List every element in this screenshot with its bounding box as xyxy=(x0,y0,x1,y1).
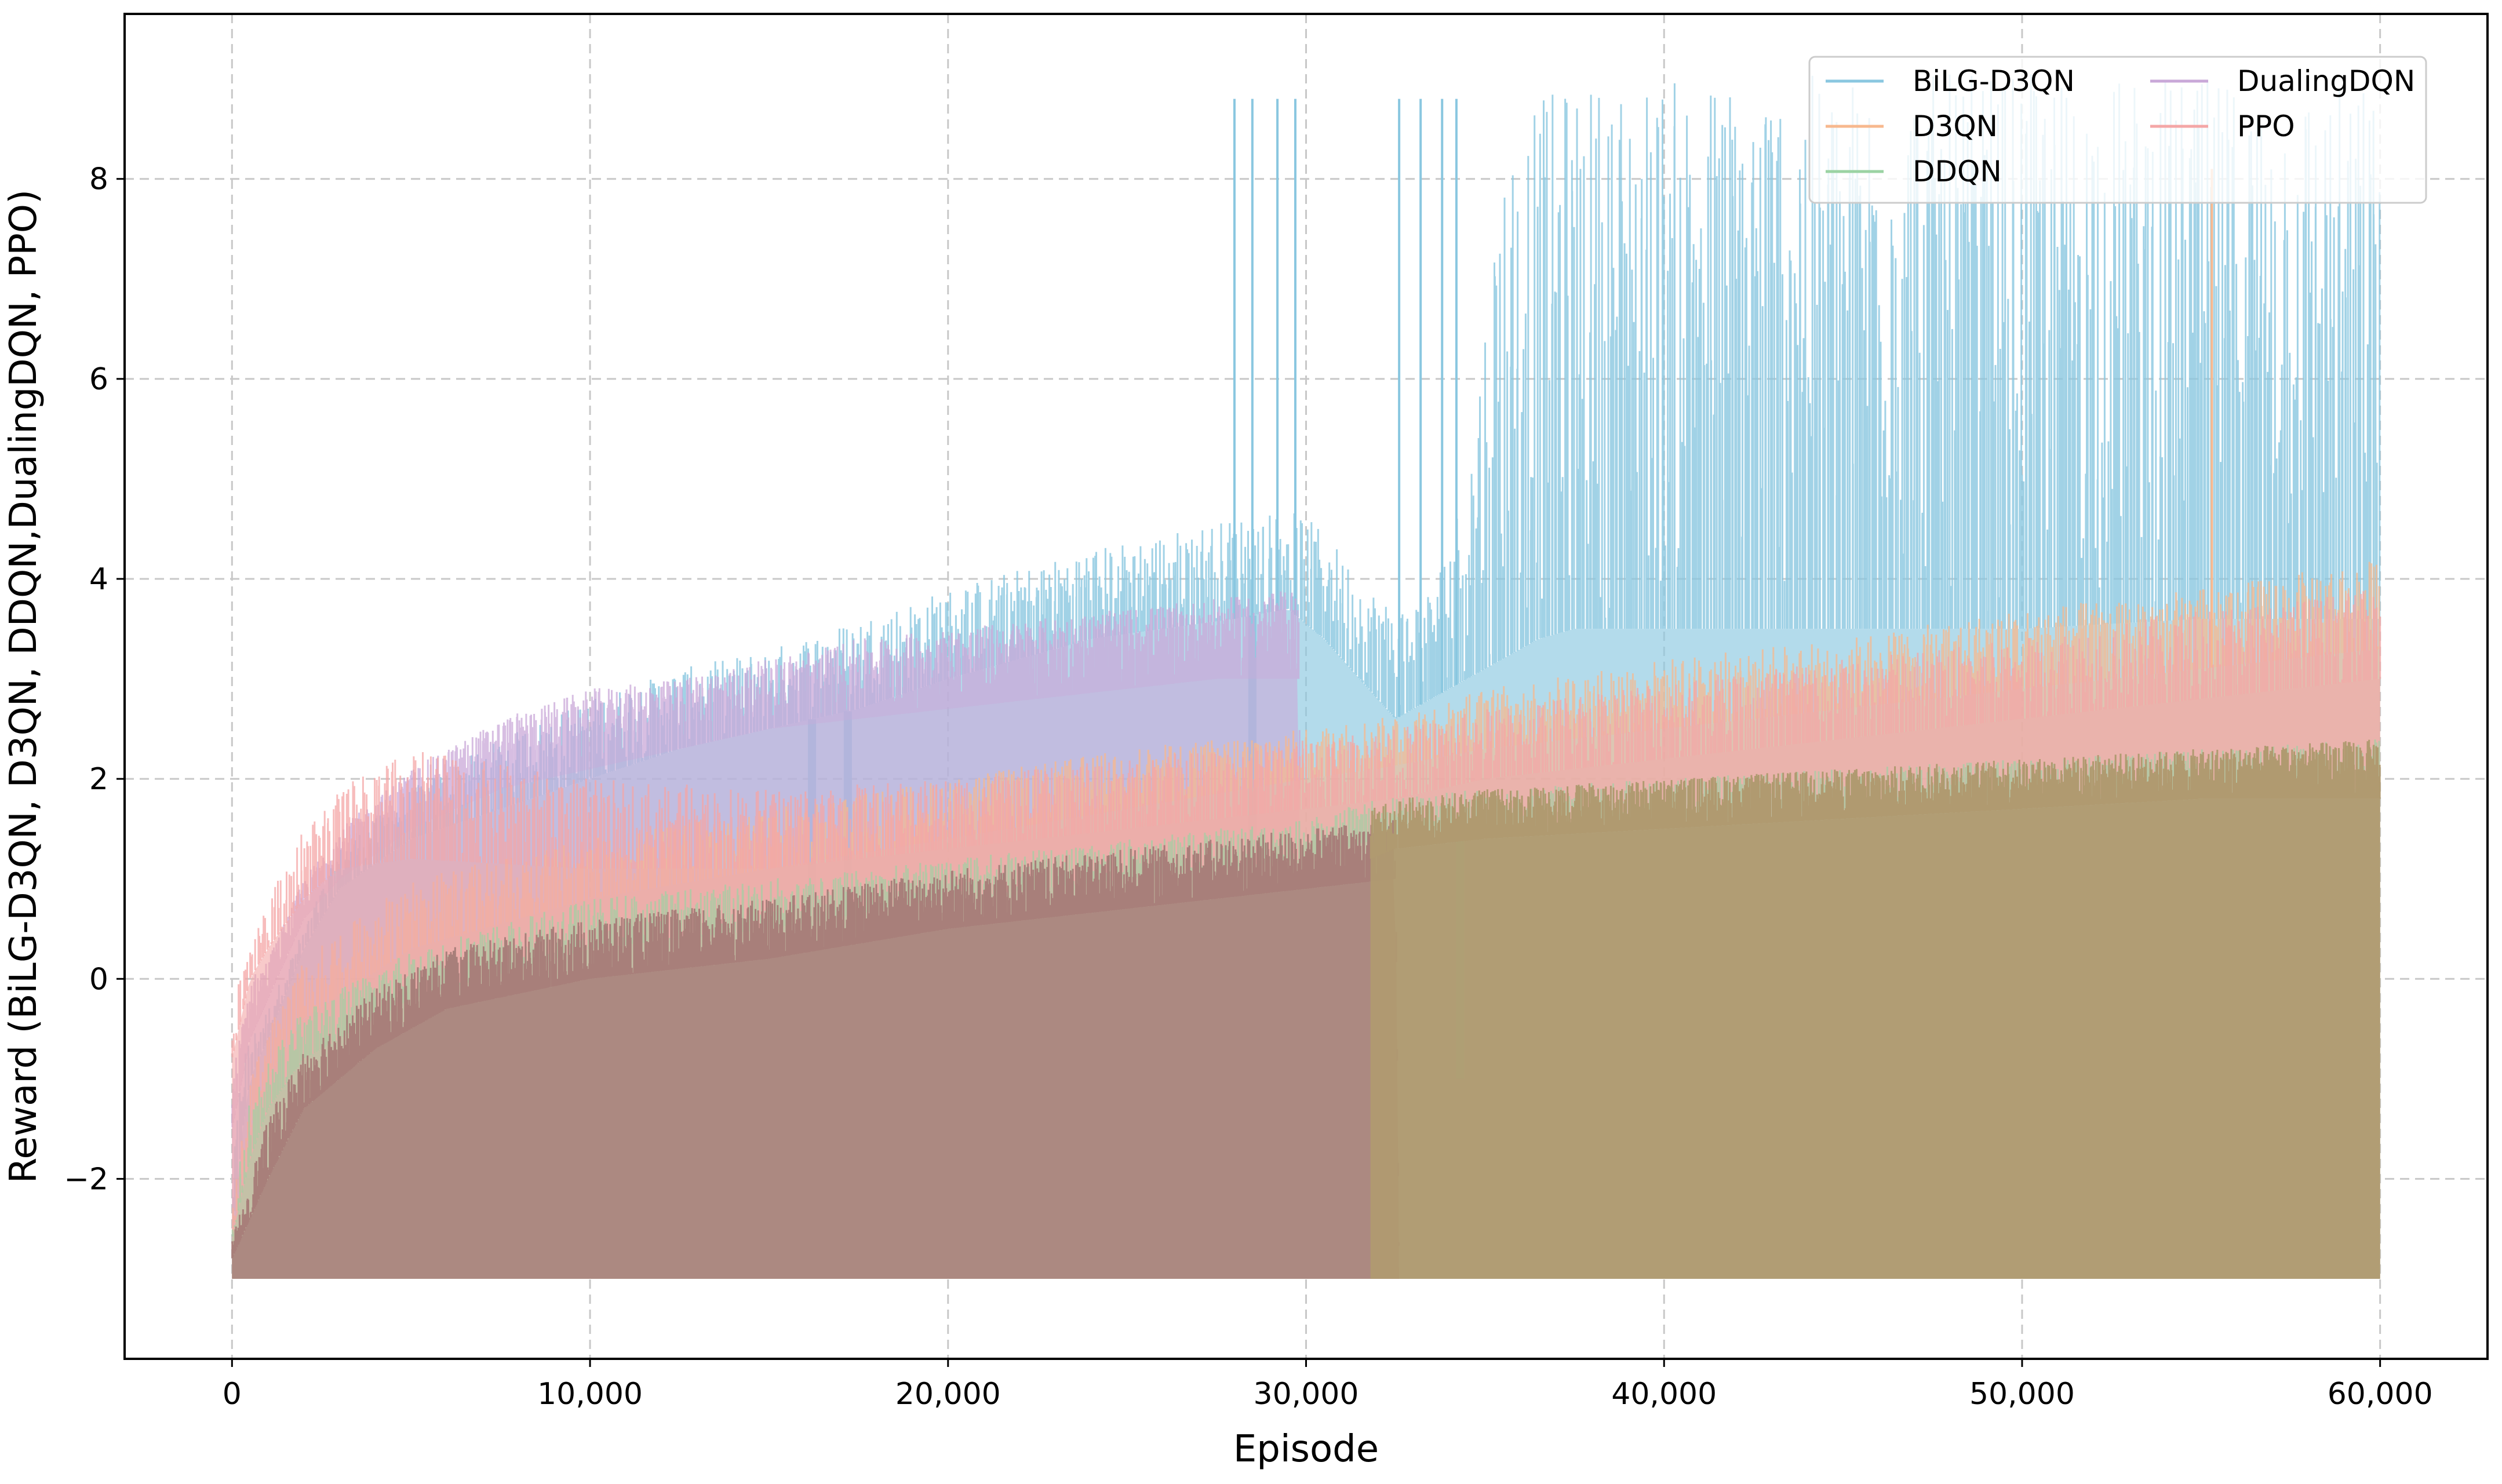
legend-label: D3QN xyxy=(1913,110,1998,143)
x-tick-label: 30,000 xyxy=(1254,1377,1359,1412)
series-body-area xyxy=(232,879,1400,1279)
x-tick-label: 50,000 xyxy=(1969,1377,2075,1412)
x-axis-ticks: 0 10,000 20,000 30,000 40,000 50,000 60,000 xyxy=(223,1359,2433,1412)
y-axis-ticks: −2 0 2 4 6 8 xyxy=(64,162,125,1197)
x-tick-label: 40,000 xyxy=(1611,1377,1717,1412)
legend-label: BiLG-D3QN xyxy=(1913,64,2075,98)
y-tick-label: 6 xyxy=(89,362,108,397)
y-tick-label: 2 xyxy=(89,762,108,797)
legend-label: DDQN xyxy=(1913,155,2002,188)
overlap-area-1 xyxy=(231,820,1400,1279)
series-noise xyxy=(231,591,2381,1058)
legend-label: DualingDQN xyxy=(2237,64,2415,98)
x-tick-label: 0 xyxy=(223,1377,242,1412)
y-tick-label: 8 xyxy=(89,162,108,197)
series-body-area xyxy=(1370,798,2380,1279)
legend-label: PPO xyxy=(2237,110,2295,143)
y-tick-label: 4 xyxy=(89,562,108,597)
x-axis-title: Episode xyxy=(1233,1428,1379,1471)
series-layer xyxy=(231,74,2381,1279)
y-axis-title: Reward (BiLG-D3QN, D3QN, DDQN,DualingDQN… xyxy=(2,189,45,1183)
x-tick-label: 60,000 xyxy=(2328,1377,2433,1412)
x-tick-label: 20,000 xyxy=(895,1377,1001,1412)
legend-box xyxy=(1808,56,2427,204)
overlap-area-2 xyxy=(1370,739,2381,1279)
y-tick-label: 0 xyxy=(89,962,108,997)
legend: BiLG-D3QN D3QN DDQN DualingDQN PPO xyxy=(1808,56,2427,204)
series-noise xyxy=(231,820,1400,1259)
x-tick-label: 10,000 xyxy=(537,1377,643,1412)
y-tick-label: −2 xyxy=(64,1162,108,1197)
series-noise xyxy=(1370,739,2381,859)
